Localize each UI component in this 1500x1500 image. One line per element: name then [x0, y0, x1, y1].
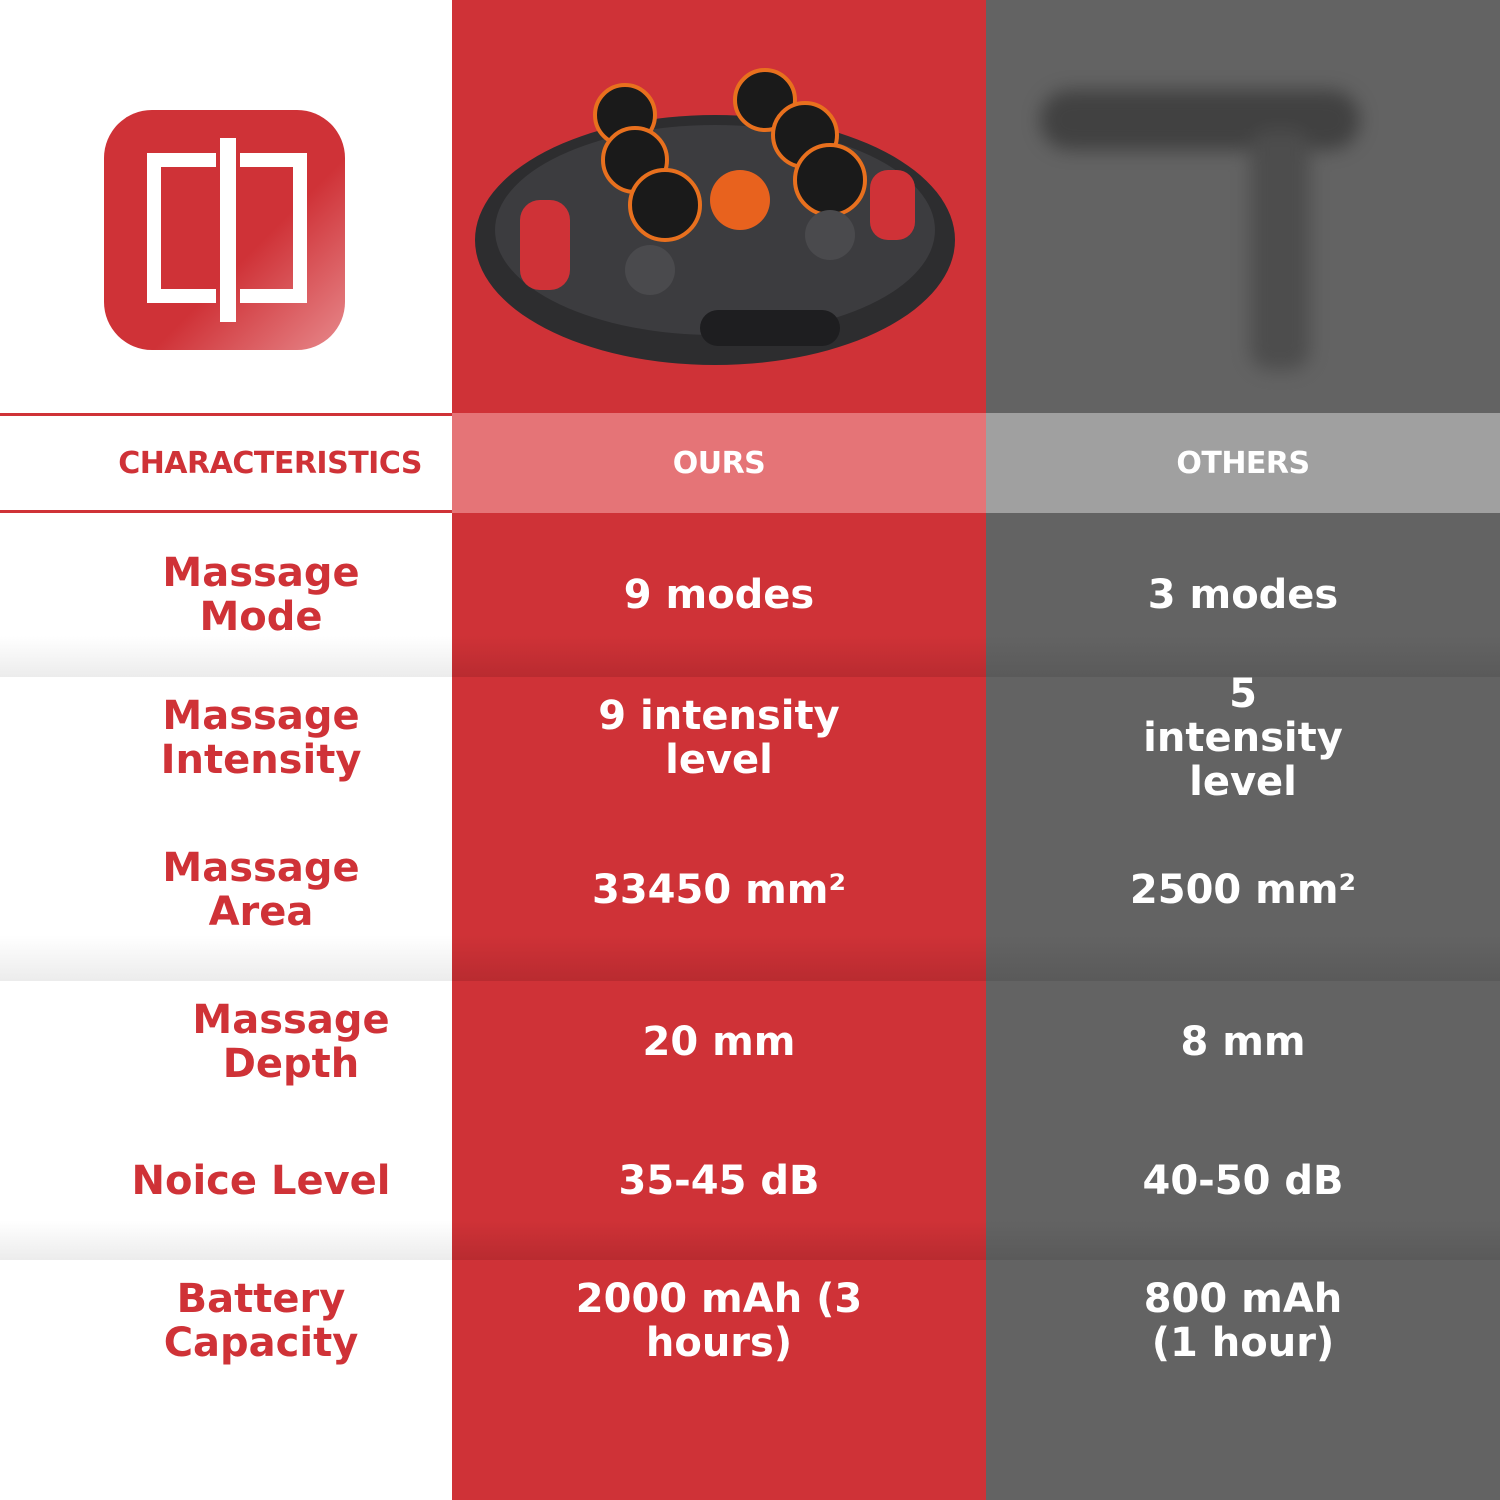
product-image-massager	[470, 60, 970, 394]
row-label: Massage Area	[0, 798, 452, 981]
header-characteristics: CHARACTERISTICS	[0, 413, 452, 513]
row-label: Noice Level	[0, 1102, 452, 1260]
table-row: Massage Mode 9 modes 3 modes	[0, 513, 1500, 677]
header-ours: OURS	[452, 413, 986, 513]
table-row: Noice Level 35-45 dB 40-50 dB	[0, 1102, 1500, 1260]
table-row: Battery Capacity 2000 mAh (3 hours) 800 …	[0, 1260, 1500, 1382]
row-label: Massage Depth	[0, 981, 452, 1102]
others-value: 5 intensity level	[1143, 670, 1343, 805]
row-label: Battery Capacity	[0, 1260, 452, 1382]
ours-value: 9 intensity level	[598, 692, 840, 783]
others-value: 8 mm	[1180, 1018, 1306, 1065]
row-label: Massage Intensity	[0, 677, 452, 798]
others-value: 2500 mm²	[986, 798, 1500, 981]
ours-value: 33450 mm²	[452, 798, 986, 981]
ours-value: 2000 mAh (3 hours)	[575, 1276, 863, 1366]
brand-logo	[104, 110, 345, 350]
ours-value: 20 mm	[642, 1018, 796, 1065]
others-value: 800 mAh (1 hour)	[1143, 1276, 1343, 1366]
header-others: OTHERS	[986, 413, 1500, 513]
row-label: Massage Mode	[0, 513, 452, 677]
competitor-image-massage-gun	[1020, 70, 1380, 384]
cp-logo-icon	[147, 138, 307, 322]
table-row: Massage Intensity 9 intensity level 5 in…	[0, 670, 1500, 805]
table-row: Massage Depth 20 mm 8 mm	[0, 981, 1500, 1102]
table-row: Massage Area 33450 mm² 2500 mm²	[0, 798, 1500, 981]
others-value: 40-50 dB	[986, 1102, 1500, 1260]
ours-value: 35-45 dB	[452, 1102, 986, 1260]
others-value: 3 modes	[986, 513, 1500, 677]
ours-value: 9 modes	[452, 513, 986, 677]
